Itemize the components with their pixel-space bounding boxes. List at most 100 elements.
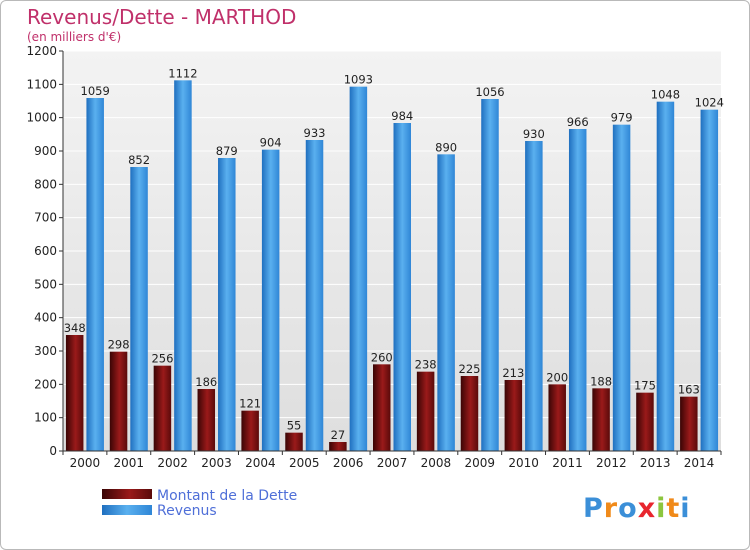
bar-dette: [65, 335, 84, 451]
legend-swatch-debt: [102, 489, 152, 499]
x-tick-label: 2006: [333, 456, 364, 470]
bar-revenus: [437, 154, 455, 452]
value-label-dette: 188: [590, 374, 612, 388]
y-tick-label: 700: [34, 211, 57, 225]
bar-dette: [548, 384, 566, 451]
bar-dette: [241, 410, 259, 451]
bar-revenus: [218, 158, 236, 451]
bar-dette: [636, 392, 654, 451]
y-tick-label: 600: [34, 244, 57, 258]
bar-dette: [285, 432, 303, 451]
value-label-revenus: 930: [523, 127, 545, 141]
bar-dette: [416, 371, 435, 451]
value-label-revenus: 1093: [344, 73, 373, 87]
bar-revenus: [349, 86, 368, 452]
value-label-dette: 298: [108, 338, 130, 352]
svg-text:Proxiti: Proxiti: [583, 493, 691, 524]
legend: Montant de la Dette Revenus: [102, 488, 297, 519]
value-label-dette: 213: [502, 366, 524, 380]
value-label-dette: 238: [415, 358, 437, 372]
y-tick-label: 1000: [26, 111, 57, 125]
value-label-revenus: 966: [567, 115, 589, 129]
bar-revenus: [525, 141, 543, 451]
x-tick-label: 2004: [245, 456, 276, 470]
bar-dette: [109, 351, 128, 451]
y-tick-label: 1200: [26, 44, 57, 58]
x-axis-ticks: 2000 2001 2002 2003 2004 2005 2006 2007 2008 2009…: [62, 451, 722, 470]
legend-label-debt: Montant de la Dette: [157, 488, 297, 504]
y-tick-label: 400: [34, 311, 57, 325]
value-label-revenus: 1112: [168, 66, 197, 80]
x-tick-label: 2011: [552, 456, 583, 470]
value-label-dette: 348: [64, 321, 86, 335]
value-label-revenus: 852: [128, 153, 150, 167]
value-label-dette: 163: [678, 383, 700, 397]
bar-dette: [460, 376, 479, 451]
y-tick-label: 800: [34, 177, 57, 191]
value-label-revenus: 1056: [475, 85, 504, 99]
x-tick-label: 2000: [70, 456, 101, 470]
bars: [65, 80, 719, 452]
bar-revenus: [174, 80, 192, 451]
bar-dette: [197, 389, 216, 451]
bar-revenus: [305, 140, 324, 451]
y-tick-label: 200: [34, 377, 57, 391]
value-label-revenus: 1059: [81, 84, 110, 98]
value-label-revenus: 904: [260, 136, 282, 150]
value-label-revenus: 1024: [695, 96, 724, 110]
value-label-revenus: 984: [391, 109, 413, 123]
bar-revenus: [130, 167, 148, 451]
value-label-dette: 55: [287, 419, 302, 433]
bar-dette: [153, 365, 172, 451]
value-label-revenus: 890: [435, 140, 457, 154]
value-label-dette: 121: [239, 397, 261, 411]
y-tick-label: 100: [34, 411, 57, 425]
legend-swatch-revenus: [102, 505, 152, 515]
value-label-dette: 200: [546, 370, 568, 384]
bar-dette: [329, 442, 347, 451]
bar-revenus: [656, 101, 675, 452]
bar-revenus: [612, 124, 631, 452]
x-tick-label: 2008: [421, 456, 452, 470]
value-labels: 348 1059 298 852 256 1112 186 879 121 904 55 933 27 1…: [64, 66, 724, 442]
value-label-dette: 256: [151, 352, 173, 366]
bar-revenus: [261, 149, 280, 451]
chart-title: Revenus/Dette - MARTHOD: [27, 5, 296, 29]
grid-lines: [63, 50, 721, 452]
bar-revenus: [481, 99, 499, 451]
x-tick-label: 2012: [596, 456, 627, 470]
bar-revenus: [700, 109, 719, 452]
value-label-revenus: 1048: [651, 88, 680, 102]
x-tick-label: 2013: [640, 456, 671, 470]
value-label-dette: 225: [459, 362, 481, 376]
value-label-dette: 186: [195, 375, 217, 389]
y-tick-label: 1100: [26, 77, 57, 91]
value-label-revenus: 979: [611, 111, 633, 125]
value-label-dette: 175: [634, 379, 656, 393]
x-tick-label: 2009: [464, 456, 495, 470]
bar-dette: [680, 396, 698, 451]
chart-subtitle: (en milliers d'€): [27, 30, 121, 44]
bar-dette: [504, 380, 523, 451]
bar-revenus: [393, 123, 411, 451]
value-label-revenus: 933: [304, 126, 326, 140]
y-tick-label: 900: [34, 144, 57, 158]
y-tick-label: 300: [34, 344, 57, 358]
value-label-revenus: 879: [216, 144, 238, 158]
x-tick-label: 2003: [201, 456, 232, 470]
x-tick-label: 2007: [377, 456, 408, 470]
proxiti-logo: Proxiti: [583, 493, 691, 524]
x-tick-label: 2010: [508, 456, 539, 470]
bar-revenus: [86, 98, 104, 451]
y-axis-ticks: 0 100 200 300 400 500 600 700 800 900 1000 1100 1200: [26, 44, 63, 458]
bar-dette: [592, 388, 610, 451]
x-tick-label: 2001: [114, 456, 145, 470]
y-tick-label: 500: [34, 277, 57, 291]
legend-label-revenus: Revenus: [157, 503, 217, 519]
value-label-dette: 260: [371, 350, 393, 364]
x-tick-label: 2005: [289, 456, 320, 470]
y-tick-label: 0: [49, 444, 57, 458]
x-tick-label: 2014: [684, 456, 715, 470]
bar-revenus: [568, 129, 587, 451]
